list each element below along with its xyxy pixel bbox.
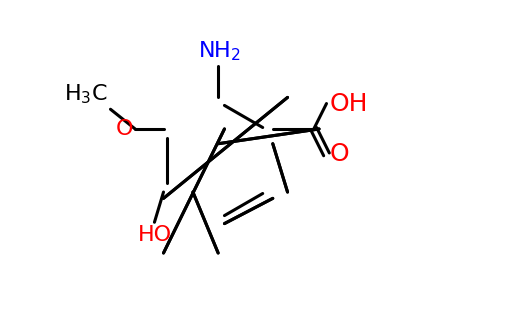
Text: NH$_2$: NH$_2$: [198, 40, 241, 63]
Text: H$_3$C: H$_3$C: [63, 82, 108, 106]
Text: HO: HO: [137, 225, 172, 246]
Text: O: O: [116, 119, 134, 139]
Text: O: O: [330, 142, 349, 166]
Text: OH: OH: [330, 91, 368, 116]
